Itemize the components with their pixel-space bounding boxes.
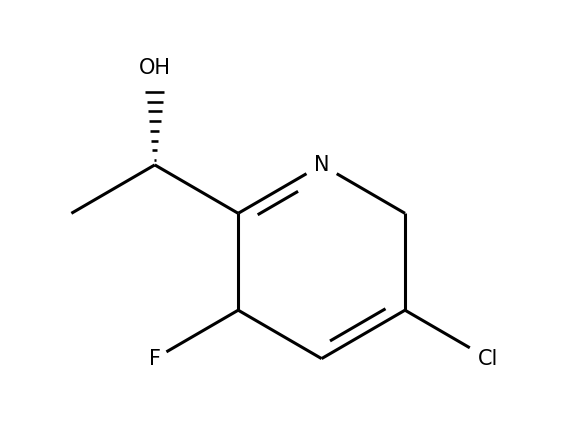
Text: N: N	[314, 155, 329, 175]
Text: F: F	[149, 349, 161, 369]
Text: Cl: Cl	[478, 349, 499, 369]
Text: OH: OH	[139, 58, 171, 78]
